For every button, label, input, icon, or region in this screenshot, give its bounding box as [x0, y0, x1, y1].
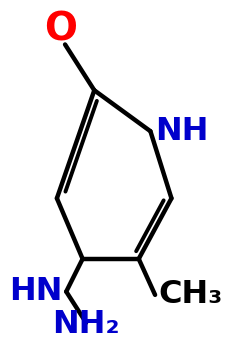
Text: NH: NH — [155, 116, 208, 147]
Text: NH₂: NH₂ — [52, 309, 120, 340]
Text: CH₃: CH₃ — [158, 279, 223, 310]
Text: HN: HN — [9, 276, 63, 307]
Text: O: O — [44, 11, 77, 49]
